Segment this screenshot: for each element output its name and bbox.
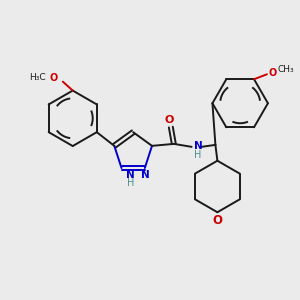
Text: O: O xyxy=(269,68,277,78)
Text: H: H xyxy=(194,150,201,160)
Text: N: N xyxy=(141,170,150,180)
Text: O: O xyxy=(164,115,173,125)
Text: H₃C: H₃C xyxy=(29,73,46,82)
Text: N: N xyxy=(194,141,202,151)
Text: CH₃: CH₃ xyxy=(278,65,295,74)
Text: O: O xyxy=(50,73,58,83)
Text: O: O xyxy=(212,214,222,227)
Text: N: N xyxy=(126,170,135,180)
Text: H: H xyxy=(127,178,134,188)
